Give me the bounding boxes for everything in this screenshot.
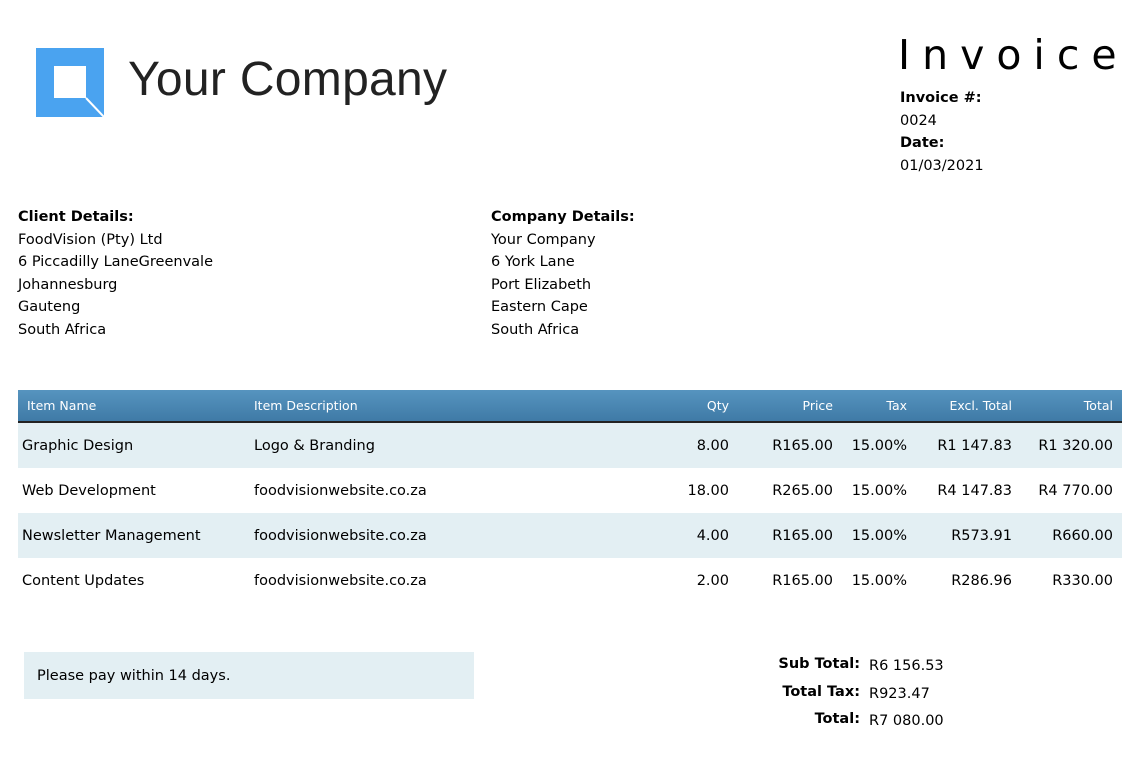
cell-total: R1 320.00 bbox=[1038, 437, 1113, 454]
cell-tax: 15.00% bbox=[851, 527, 907, 544]
cell-excl-total: R4 147.83 bbox=[937, 482, 1012, 499]
header-item-name: Item Name bbox=[27, 398, 97, 413]
cell-item-description: foodvisionwebsite.co.za bbox=[254, 572, 427, 589]
cell-tax: 15.00% bbox=[851, 572, 907, 589]
client-line: Johannesburg bbox=[18, 276, 118, 293]
client-line: 6 Piccadilly LaneGreenvale bbox=[18, 254, 213, 270]
header-total: Total bbox=[1083, 398, 1113, 413]
cell-item-description: foodvisionwebsite.co.za bbox=[254, 482, 427, 499]
cell-price: R165.00 bbox=[772, 527, 833, 544]
cell-total: R330.00 bbox=[1052, 572, 1113, 589]
cell-item-name: Newsletter Management bbox=[22, 527, 201, 544]
cell-item-name: Graphic Design bbox=[22, 437, 134, 454]
cell-excl-total: R573.91 bbox=[951, 527, 1012, 544]
cell-item-description: foodvisionwebsite.co.za bbox=[254, 527, 427, 544]
payment-note: Please pay within 14 days. bbox=[24, 652, 474, 699]
cell-item-name: Content Updates bbox=[22, 572, 145, 589]
table-row: Graphic Design Logo & Branding 8.00 R165… bbox=[18, 423, 1122, 468]
cell-qty: 4.00 bbox=[696, 527, 729, 544]
client-line: South Africa bbox=[18, 321, 107, 338]
cell-item-description: Logo & Branding bbox=[254, 437, 375, 454]
cell-excl-total: R1 147.83 bbox=[937, 437, 1012, 454]
table-row: Content Updates foodvisionwebsite.co.za … bbox=[18, 558, 1122, 603]
company-logo-text: Your Company bbox=[128, 53, 448, 106]
cell-qty: 2.00 bbox=[696, 572, 729, 589]
sub-total-label: Sub Total: bbox=[778, 656, 860, 672]
client-details-label: Client Details: bbox=[18, 209, 134, 225]
table-row: Web Development foodvisionwebsite.co.za … bbox=[18, 468, 1122, 513]
sub-total-value: R6 156.53 bbox=[869, 658, 944, 674]
cell-price: R165.00 bbox=[772, 572, 833, 589]
company-line: Eastern Cape bbox=[491, 299, 588, 315]
cell-tax: 15.00% bbox=[851, 437, 907, 454]
company-line: 6 York Lane bbox=[491, 254, 575, 270]
table-header: Item Name Item Description Qty Price Tax… bbox=[18, 390, 1122, 423]
client-line: Gauteng bbox=[18, 299, 81, 315]
header-price: Price bbox=[802, 398, 834, 413]
table-row: Newsletter Management foodvisionwebsite.… bbox=[18, 513, 1122, 558]
total-tax-value: R923.47 bbox=[869, 685, 930, 702]
company-logo-icon bbox=[36, 48, 104, 117]
company-line: Your Company bbox=[491, 231, 596, 248]
invoice-number-label: Invoice #: bbox=[900, 90, 982, 106]
cell-item-name: Web Development bbox=[22, 482, 156, 499]
cell-total: R660.00 bbox=[1052, 527, 1113, 544]
items-table: Item Name Item Description Qty Price Tax… bbox=[18, 390, 1122, 603]
totals-values: R6 156.53 R923.47 R7 080.00 bbox=[869, 656, 944, 739]
total-tax-label: Total Tax: bbox=[782, 683, 860, 700]
company-details: Company Details: Your Company 6 York Lan… bbox=[491, 206, 635, 341]
invoice-title: Invoice bbox=[898, 31, 1129, 79]
header-excl-total: Excl. Total bbox=[949, 398, 1012, 413]
invoice-number: 0024 bbox=[900, 112, 937, 129]
header-qty: Qty bbox=[706, 398, 729, 413]
totals-labels: Sub Total: Total Tax: Total: bbox=[700, 654, 860, 737]
cell-qty: 8.00 bbox=[696, 437, 729, 454]
grand-total-value: R7 080.00 bbox=[869, 713, 944, 729]
cell-tax: 15.00% bbox=[851, 482, 907, 499]
header-item-description: Item Description bbox=[254, 398, 358, 413]
cell-price: R165.00 bbox=[772, 437, 833, 454]
company-line: Port Elizabeth bbox=[491, 276, 592, 293]
cell-price: R265.00 bbox=[772, 482, 833, 499]
grand-total-label: Total: bbox=[814, 711, 860, 727]
cell-total: R4 770.00 bbox=[1038, 482, 1113, 499]
client-line: FoodVision (Pty) Ltd bbox=[18, 231, 163, 248]
cell-qty: 18.00 bbox=[687, 482, 729, 499]
cell-excl-total: R286.96 bbox=[951, 572, 1012, 589]
invoice-date: 01/03/2021 bbox=[900, 157, 984, 174]
header-tax: Tax bbox=[886, 398, 907, 413]
client-details: Client Details: FoodVision (Pty) Ltd 6 P… bbox=[18, 206, 213, 341]
company-line: South Africa bbox=[491, 321, 580, 338]
invoice-meta: Invoice #: 0024 Date: 01/03/2021 bbox=[900, 87, 984, 177]
invoice-date-label: Date: bbox=[900, 135, 945, 151]
company-details-label: Company Details: bbox=[491, 209, 635, 225]
